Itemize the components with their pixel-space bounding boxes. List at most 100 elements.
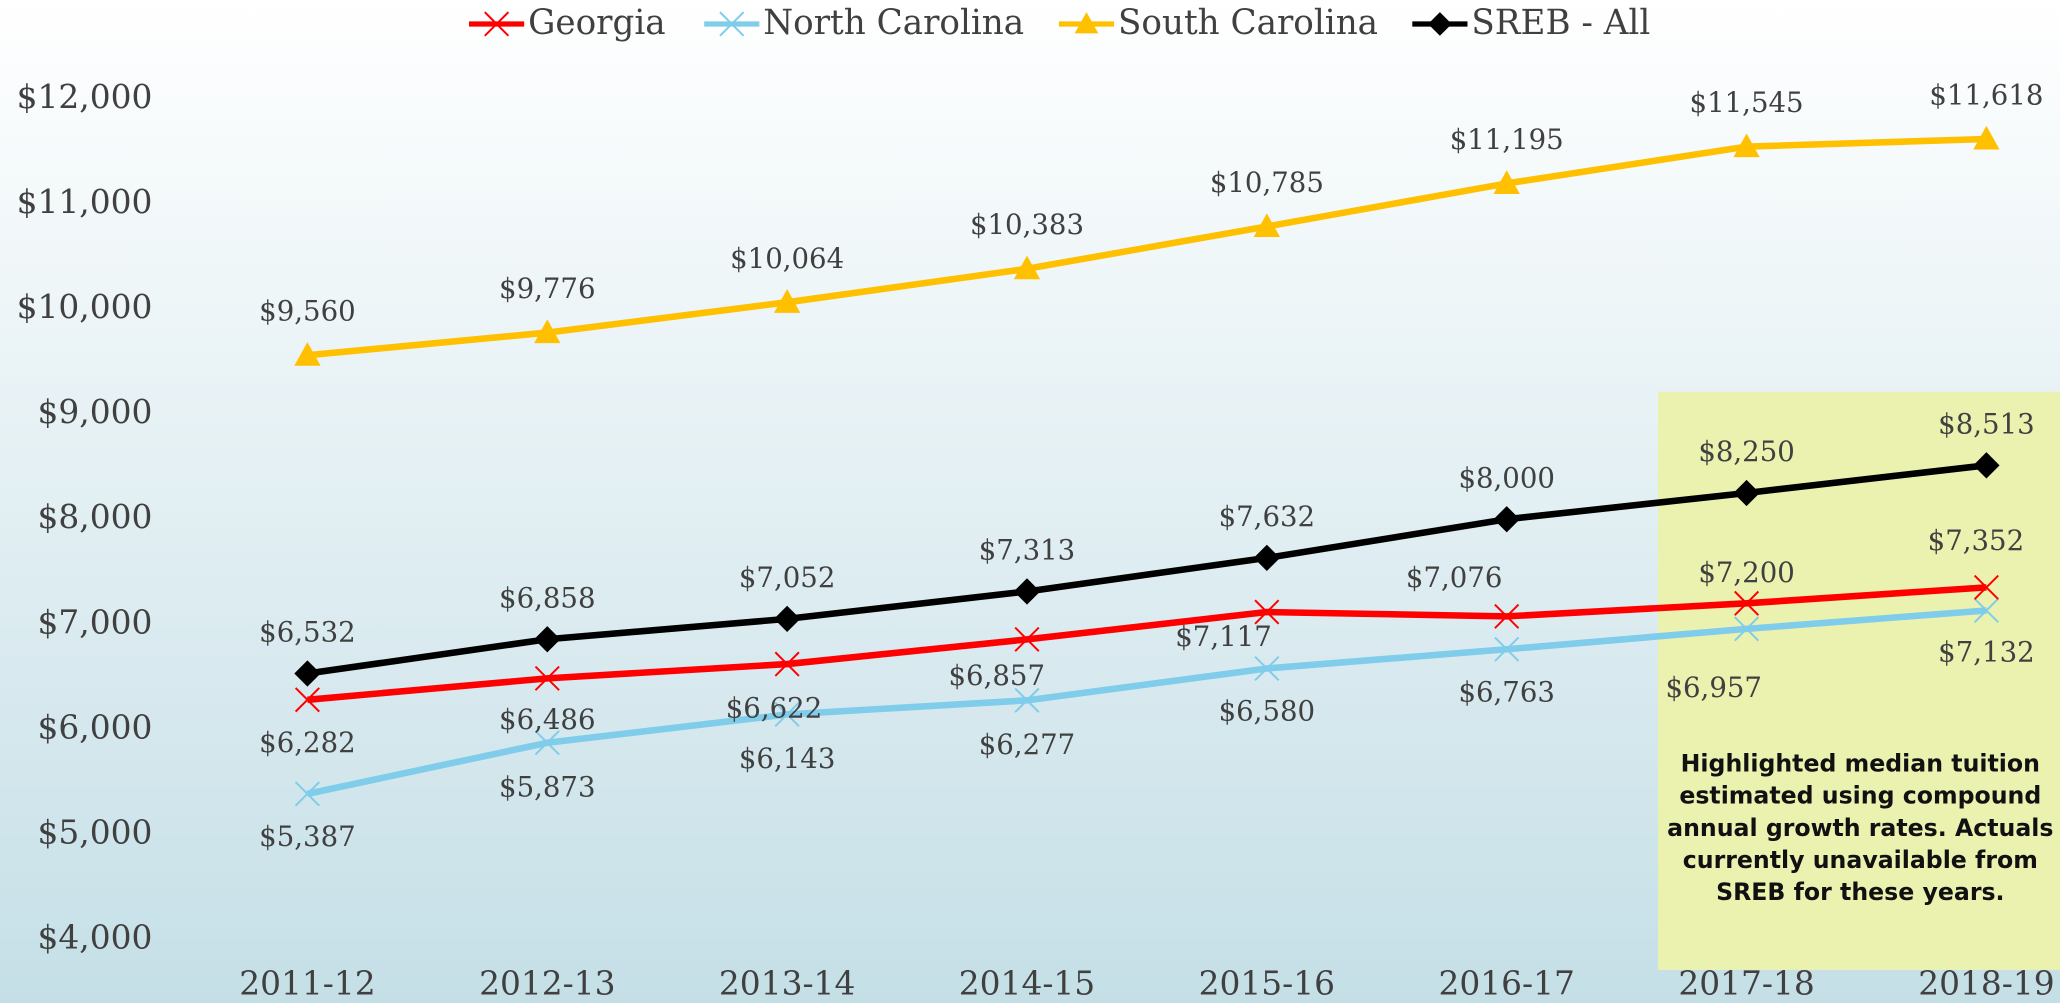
value-label: $5,387 [259,820,356,853]
marker [1014,626,1040,652]
marker [1973,452,2000,479]
y-tick-label: $7,000 [38,603,153,641]
y-tick-label: $8,000 [38,498,153,536]
value-label: $9,776 [499,272,595,305]
legend-label: South Carolina [1118,3,1378,43]
marker [1734,590,1760,616]
marker [1973,597,1999,623]
value-label: $10,785 [1210,166,1324,199]
marker [1494,603,1520,629]
value-label: $11,195 [1450,123,1564,156]
annotation: estimated using compound [1679,782,2041,810]
marker [1733,133,1760,158]
marker [719,11,745,37]
series-line [307,584,1987,704]
marker [294,781,320,807]
y-tick-label: $11,000 [17,183,153,221]
highlight-box [1657,391,2060,970]
marker [774,651,800,677]
y-tick-label: $12,000 [17,78,153,116]
x-tick-label: 2018-19 [1918,965,2054,1003]
value-label: $6,763 [1458,675,1555,708]
annotation: currently unavailable from [1683,846,2038,874]
value-label: $7,117 [1175,620,1272,653]
x-tick-label: 2014-15 [959,965,1095,1003]
series-line [306,462,1987,677]
marker [1428,12,1452,36]
value-label: $10,383 [970,208,1084,241]
value-label: $6,532 [259,616,356,649]
value-label: $7,052 [739,561,836,594]
value-label: $6,858 [499,581,595,614]
marker [294,687,320,713]
x-tick-label: 2017-18 [1678,965,1814,1003]
marker [1013,255,1041,280]
annotation: Highlighted median tuition [1681,749,2040,777]
value-label: $10,064 [730,242,844,275]
value-label: $8,513 [1938,407,2034,440]
marker [1493,506,1520,533]
marker [1014,687,1040,713]
y-tick-label: $9,000 [38,393,153,431]
value-label: $7,352 [1928,524,2025,557]
y-tick-label: $6,000 [38,708,153,746]
value-label: $8,000 [1458,461,1555,494]
value-label: $8,250 [1698,435,1794,468]
marker [1013,578,1041,605]
x-tick-label: 2015-16 [1199,965,1335,1003]
value-label: $7,632 [1219,500,1316,533]
marker [774,605,801,633]
y-tick-label: $5,000 [38,814,153,852]
x-tick-label: 2012-13 [479,965,615,1003]
marker [774,289,801,313]
marker [774,701,800,727]
marker [1973,125,2000,150]
value-label: $7,200 [1698,556,1794,589]
value-label: $11,545 [1690,86,1804,119]
marker [294,660,321,687]
value-label: $6,143 [739,742,836,775]
marker [1074,12,1099,34]
value-label: $6,957 [1665,671,1762,704]
annotation: annual growth rates. Actuals [1667,814,2053,842]
value-label: $7,076 [1406,561,1503,594]
marker [534,626,561,653]
x-tick-label: 2016-17 [1439,965,1575,1003]
value-label: $6,282 [259,726,356,759]
marker [1494,636,1520,662]
legend-label: Georgia [528,3,665,43]
value-label: $6,580 [1219,695,1316,728]
marker [484,11,510,37]
marker [1973,574,1999,600]
marker [1254,599,1280,625]
y-tick-label: $10,000 [17,288,153,326]
series-line [306,607,1987,798]
marker [1253,544,1280,572]
value-label: $5,873 [499,770,595,803]
legend-label: North Carolina [763,3,1024,43]
annotation: SREB for these years. [1716,878,2004,906]
value-label: $6,486 [499,703,595,736]
value-label: $11,618 [1929,78,2043,111]
x-tick-label: 2011-12 [239,965,375,1003]
series-line [307,135,1987,359]
marker [534,319,561,344]
marker [1733,479,1760,507]
value-label: $7,132 [1938,635,2034,668]
marker [534,665,560,691]
x-tick-label: 2013-14 [719,965,855,1003]
value-label: $9,560 [259,295,356,328]
value-label: $6,622 [726,692,823,725]
marker [1253,213,1280,238]
value-label: $7,313 [979,534,1075,567]
y-tick-label: $4,000 [38,919,153,957]
legend-label: SREB - All [1471,3,1650,43]
marker [1734,616,1760,642]
marker [294,342,321,366]
marker [1254,655,1280,682]
marker [1493,170,1520,194]
value-label: $6,857 [949,659,1045,692]
value-label: $6,277 [979,728,1075,761]
marker [534,730,560,756]
